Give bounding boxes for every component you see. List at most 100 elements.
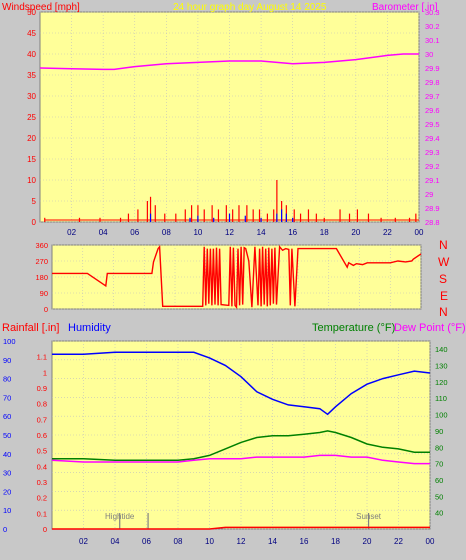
- wind-x-tick-label: 02: [67, 228, 76, 237]
- barometer-tick-label: 30: [425, 50, 433, 59]
- barometer-axis-label: Barometer [.in]: [372, 2, 438, 13]
- barometer-tick-label: 30.3: [425, 8, 440, 17]
- temperature-tick-label: 80: [435, 443, 443, 452]
- event-marker-label: Hightide: [105, 512, 135, 521]
- temperature-tick-label: 100: [435, 411, 448, 420]
- direction-tick-label: 90: [40, 289, 48, 298]
- humidity-x-tick-label: 18: [331, 537, 340, 546]
- humidity-tick-label: 40: [3, 450, 11, 459]
- compass-n-bottom: N: [439, 305, 448, 319]
- temperature-line: [52, 430, 430, 462]
- tick-labels: 0510152025303540455028.828.92929.129.229…: [3, 8, 448, 546]
- humidity-x-tick-label: 04: [111, 537, 120, 546]
- humidity-tick-label: 10: [3, 506, 11, 515]
- humidity-tick-label: 30: [3, 469, 11, 478]
- humidity-line: [52, 351, 431, 416]
- temperature-tick-label: 120: [435, 378, 448, 387]
- humidity-x-tick-label: 16: [300, 537, 309, 546]
- rainfall-tick-label: 0.8: [37, 400, 47, 409]
- wind-x-tick-label: 10: [193, 228, 202, 237]
- barometer-tick-label: 29.4: [425, 134, 440, 143]
- dewpoint-axis-label: Dew Point (°F): [394, 322, 466, 334]
- humidity-x-tick-label: 20: [363, 537, 372, 546]
- compass-w: W: [438, 255, 450, 269]
- barometer-line: [39, 53, 419, 71]
- rainfall-tick-label: 0.3: [37, 478, 47, 487]
- humidity-tick-label: 80: [3, 375, 11, 384]
- wind-direction-line: [52, 244, 422, 310]
- direction-tick-label: 270: [35, 257, 48, 266]
- wind-x-tick-label: 18: [320, 228, 329, 237]
- temperature-axis-label: Temperature (°F): [312, 322, 395, 334]
- temperature-tick-label: 140: [435, 345, 448, 354]
- humidity-axis-label: Humidity: [68, 322, 111, 334]
- barometer-tick-label: 28.9: [425, 204, 440, 213]
- rainfall-tick-label: 0.1: [37, 509, 47, 518]
- barometer-tick-label: 30.1: [425, 36, 440, 45]
- barometer-tick-label: 29.5: [425, 120, 440, 129]
- wind-tick-label: 25: [27, 113, 36, 122]
- barometer-tick-label: 29.3: [425, 148, 440, 157]
- rainfall-tick-label: 0.6: [37, 431, 47, 440]
- barometer-tick-label: 29.2: [425, 162, 440, 171]
- chart-marks: Hightide Sunset: [39, 53, 431, 530]
- humidity-x-tick-label: 00: [426, 537, 435, 546]
- barometer-tick-label: 29.9: [425, 64, 440, 73]
- event-marker-label: Sunset: [356, 512, 382, 521]
- rainfall-tick-label: 0.9: [37, 384, 47, 393]
- humidity-x-tick-label: 12: [237, 537, 246, 546]
- rainfall-tick-label: 1.1: [37, 353, 47, 362]
- temperature-tick-label: 70: [435, 460, 443, 469]
- barometer-tick-label: 29.6: [425, 106, 440, 115]
- temperature-tick-label: 60: [435, 476, 443, 485]
- humidity-tick-label: 20: [3, 487, 11, 496]
- humidity-tick-label: 0: [3, 525, 7, 534]
- wind-tick-label: 5: [32, 197, 37, 206]
- rainfall-tick-label: 0.5: [37, 447, 47, 456]
- wind-x-tick-label: 06: [130, 228, 139, 237]
- rainfall-tick-label: 0.7: [37, 415, 47, 424]
- wind-tick-label: 10: [27, 176, 36, 185]
- barometer-tick-label: 29: [425, 190, 433, 199]
- wind-tick-label: 30: [27, 92, 36, 101]
- wind-tick-label: 0: [32, 218, 37, 227]
- compass-s: S: [439, 272, 447, 286]
- dewpoint-line: [51, 454, 430, 465]
- rainfall-tick-label: 0.4: [37, 462, 47, 471]
- barometer-tick-label: 29.8: [425, 78, 440, 87]
- wind-tick-label: 20: [27, 134, 36, 143]
- barometer-tick-label: 29.1: [425, 176, 440, 185]
- wind-tick-label: 15: [27, 155, 36, 164]
- wind-x-tick-label: 20: [351, 228, 360, 237]
- chart-title: 24 hour graph day August 14 2025: [173, 2, 327, 13]
- humidity-tick-label: 100: [3, 337, 16, 346]
- wind-x-tick-label: 12: [225, 228, 234, 237]
- temperature-tick-label: 110: [435, 394, 447, 403]
- temperature-tick-label: 90: [435, 427, 443, 436]
- wind-tick-label: 35: [27, 71, 36, 80]
- wind-x-tick-label: 22: [383, 228, 392, 237]
- barometer-tick-label: 28.8: [425, 218, 440, 227]
- wind-x-tick-label: 08: [162, 228, 171, 237]
- humidity-tick-label: 90: [3, 356, 11, 365]
- rainfall-tick-label: 1: [43, 368, 47, 377]
- direction-tick-label: 180: [35, 273, 48, 282]
- rainfall-axis-label: Rainfall [.in]: [2, 322, 59, 334]
- humidity-x-tick-label: 06: [142, 537, 151, 546]
- barometer-tick-label: 29.7: [425, 92, 440, 101]
- humidity-x-tick-label: 10: [205, 537, 214, 546]
- humidity-tick-label: 50: [3, 431, 11, 440]
- humidity-x-tick-label: 22: [394, 537, 403, 546]
- wind-x-tick-label: 00: [415, 228, 424, 237]
- rainfall-tick-label: 0.2: [37, 494, 47, 503]
- humidity-x-tick-label: 02: [79, 537, 88, 546]
- humidity-x-tick-label: 08: [174, 537, 183, 546]
- humidity-x-tick-label: 14: [268, 537, 277, 546]
- compass-e: E: [440, 289, 448, 303]
- humidity-tick-label: 70: [3, 393, 11, 402]
- wind-tick-label: 45: [27, 29, 36, 38]
- wind-tick-label: 50: [27, 8, 36, 17]
- humidity-tick-label: 60: [3, 412, 11, 421]
